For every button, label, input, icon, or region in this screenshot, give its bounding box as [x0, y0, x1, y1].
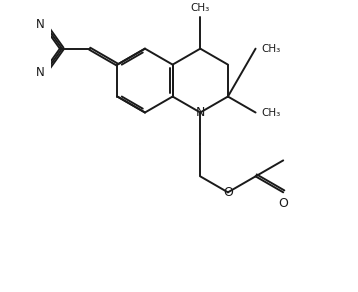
Text: CH₃: CH₃ — [261, 107, 281, 117]
Text: O: O — [223, 186, 233, 199]
Text: N: N — [37, 66, 45, 79]
Text: CH₃: CH₃ — [191, 3, 210, 13]
Text: N: N — [37, 18, 45, 31]
Text: N: N — [195, 106, 205, 119]
Text: O: O — [278, 197, 288, 210]
Text: CH₃: CH₃ — [261, 44, 281, 54]
